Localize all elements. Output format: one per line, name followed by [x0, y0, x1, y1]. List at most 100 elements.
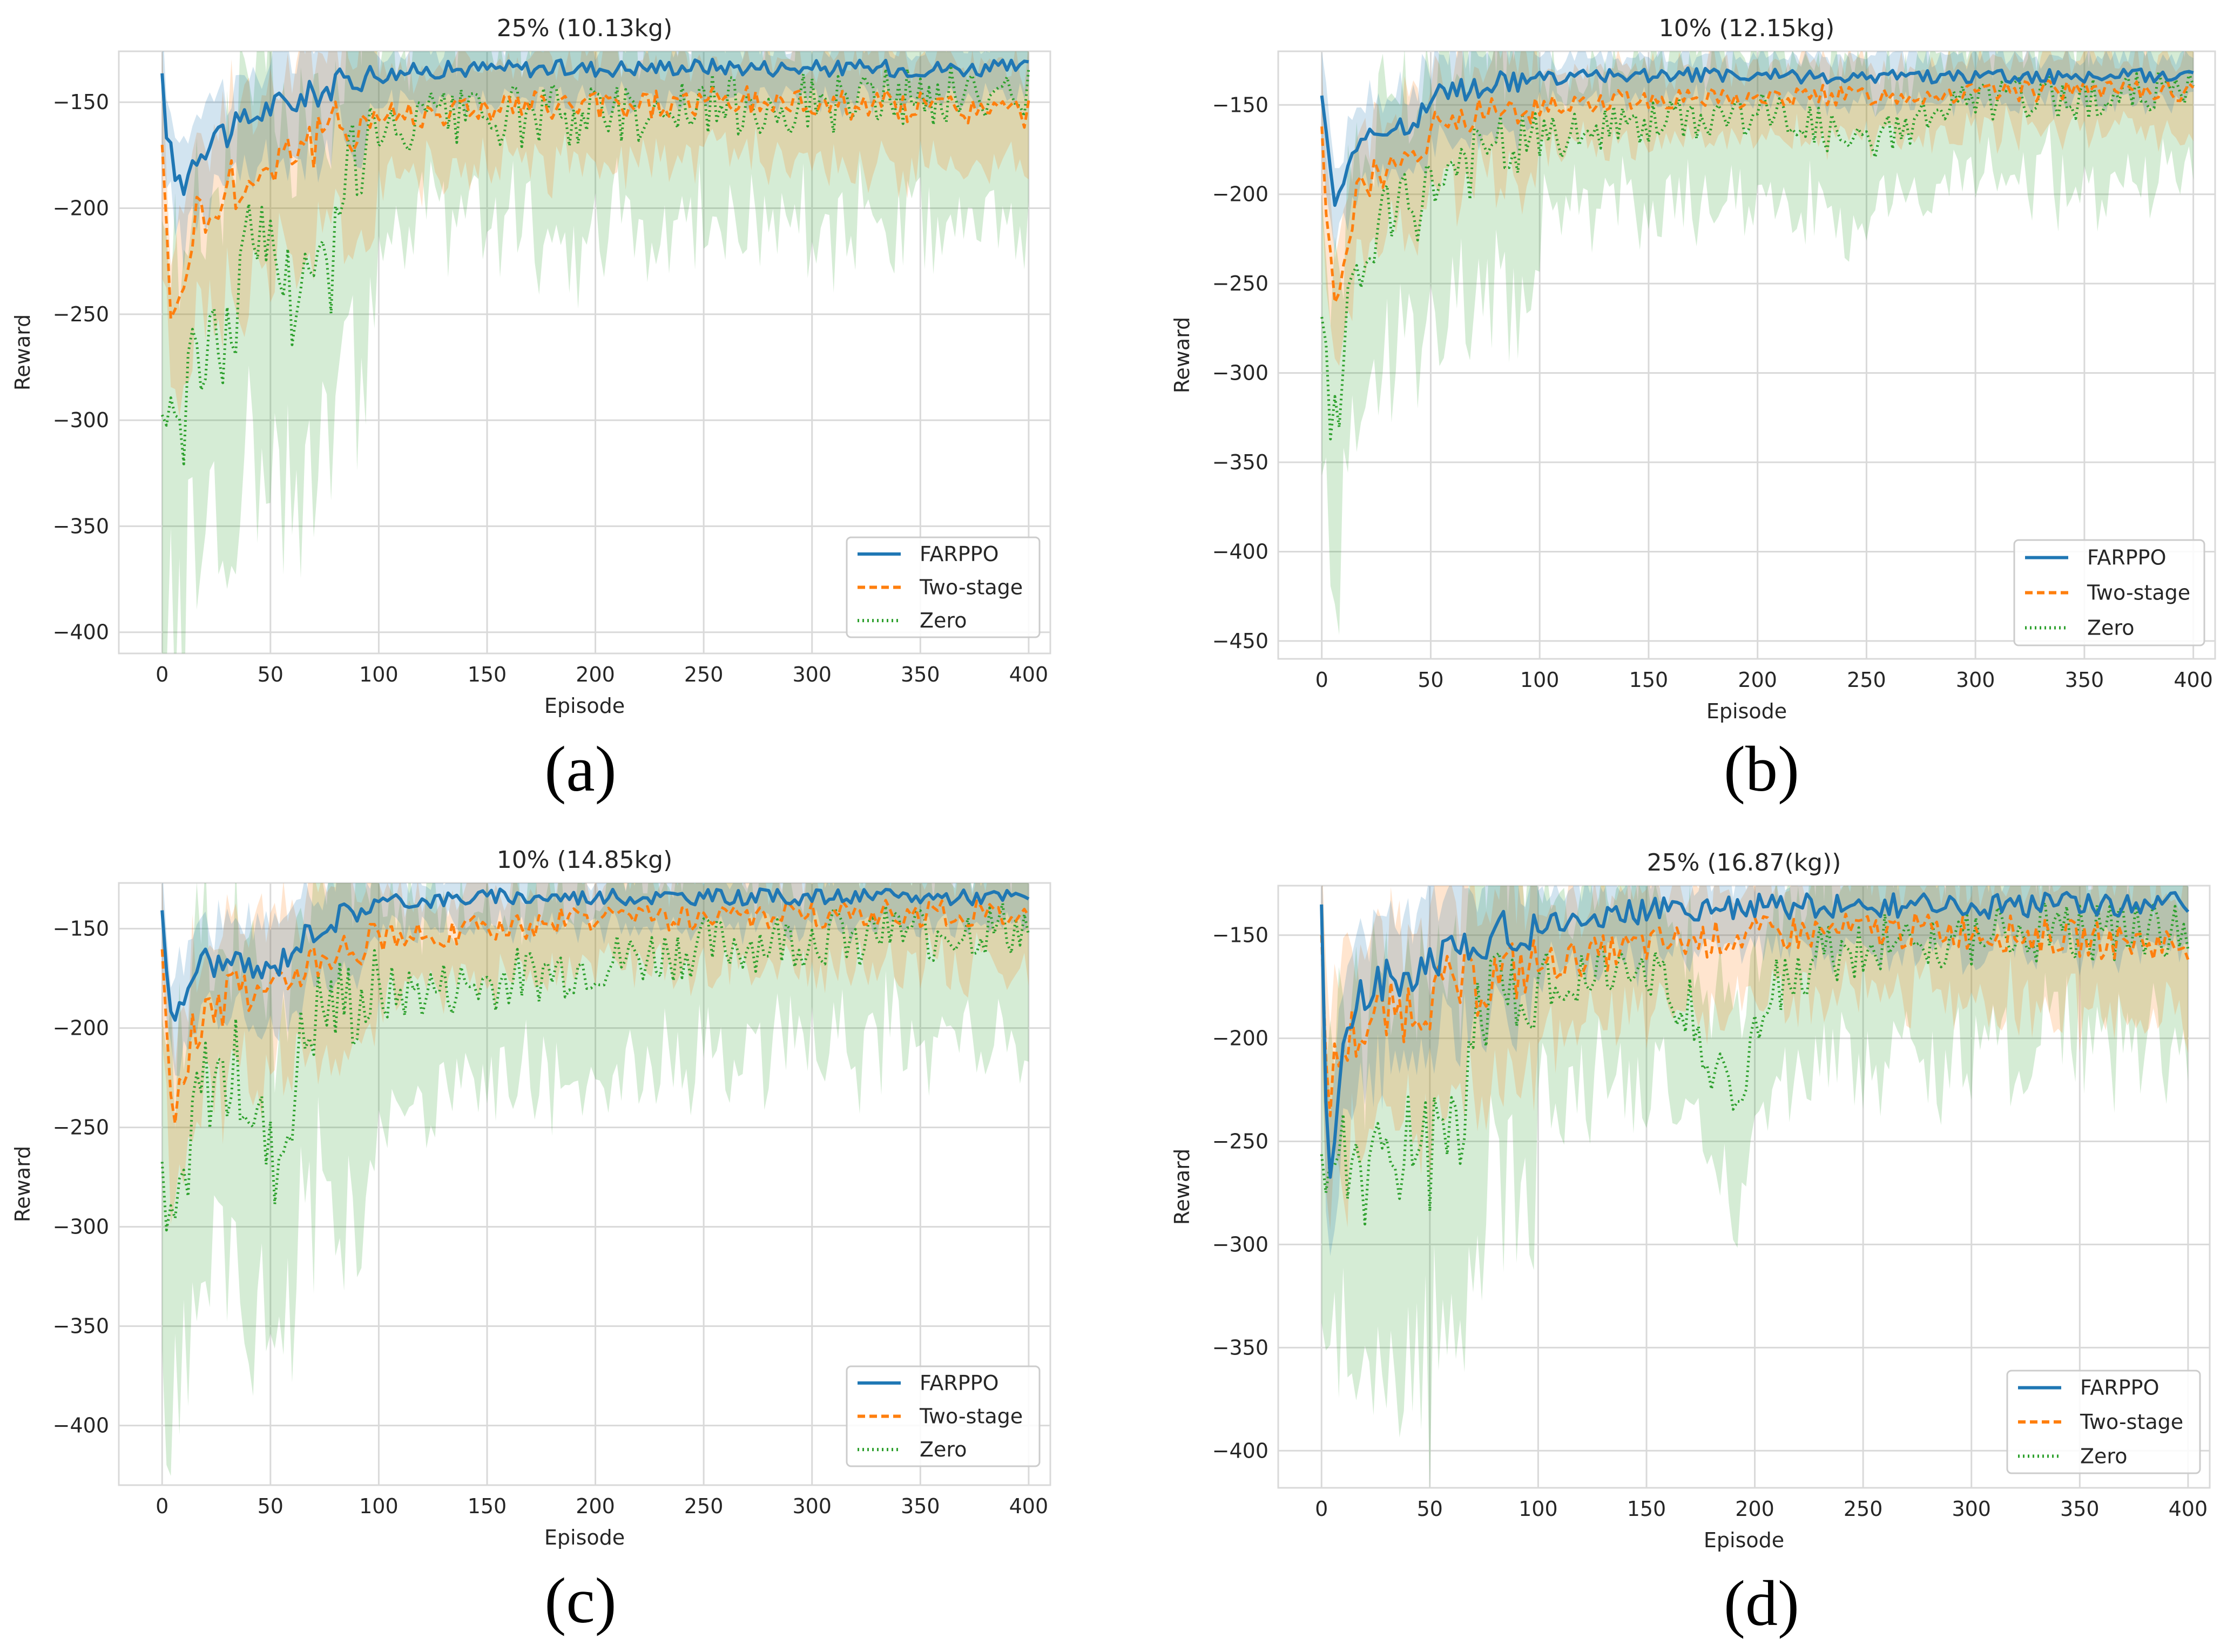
x-tick-label: 200	[576, 663, 615, 686]
series-band-zero	[1321, 51, 2194, 635]
series-line-farppo	[160, 57, 1029, 196]
series-line-farppo	[160, 887, 1030, 1022]
x-tick-label: 150	[468, 1494, 507, 1518]
y-tick-label: −350	[1212, 1336, 1268, 1359]
x-tick-label: 200	[1738, 668, 1777, 692]
x-tick-label: 50	[1418, 668, 1443, 692]
panel-b: 0 50 100 150 200 250 300 350 400 −150 −200 −250 −300…	[1114, 0, 2227, 826]
legend-label-farppo: FARPPO	[2087, 546, 2167, 570]
series-band-zero	[162, 883, 1029, 1476]
x-tick-label: 300	[792, 663, 832, 686]
series-group	[1320, 51, 2195, 635]
y-tick-label: −250	[1212, 272, 1268, 295]
x-tick-label: 50	[258, 663, 284, 686]
legend-label-two-stage: Two-stage	[919, 1405, 1023, 1428]
x-tick-label: 100	[1520, 668, 1560, 692]
series-band-farppo	[1321, 51, 2194, 254]
y-tick-label: −400	[1212, 540, 1268, 563]
y-tick-label: −400	[53, 1414, 109, 1438]
y-tick-label: −350	[1212, 450, 1268, 474]
legend-label-zero: Zero	[920, 609, 967, 632]
legend-label-farppo: FARPPO	[2080, 1376, 2159, 1400]
x-tick-label: 300	[792, 1494, 832, 1518]
plot-frame	[1277, 885, 2211, 1489]
y-tick-label: −200	[53, 1016, 109, 1040]
y-axis-label: Reward	[1170, 317, 1194, 394]
plot-frame	[118, 882, 1051, 1486]
series-group	[1320, 886, 2190, 1488]
series-band-two-stage	[162, 883, 1029, 1224]
caption-b: (b)	[1724, 733, 1799, 805]
y-tick-label: −400	[53, 621, 109, 644]
y-tick-label: −250	[53, 302, 109, 326]
series-line-two-stage	[1320, 79, 2195, 304]
series-line-zero	[160, 902, 1030, 1232]
chart-a: 0 50 100 150 200 250 300 350 400 −150 −200 −250 −300…	[11, 15, 1051, 718]
x-tick-label: 0	[1315, 1497, 1328, 1521]
x-tick-label: 300	[1956, 668, 1995, 692]
x-tick-label: 250	[1844, 1497, 1883, 1521]
legend: FARPPO Two-stage Zero	[846, 536, 1041, 638]
legend: FARPPO Two-stage Zero	[846, 1365, 1041, 1467]
legend-label-zero: Zero	[2087, 616, 2134, 640]
series-band-two-stage	[1321, 51, 2194, 366]
x-tick-label: 0	[156, 663, 168, 686]
series-group	[160, 883, 1030, 1476]
y-tick-label: −150	[1212, 93, 1268, 117]
x-tick-label: 0	[156, 1494, 168, 1518]
y-tick-label: −400	[1212, 1439, 1268, 1462]
x-tick-label: 50	[1417, 1497, 1443, 1521]
chart-d: 0 50 100 150 200 250 300 350 400 −150 −200 −250 −300…	[1170, 849, 2211, 1552]
series-line-two-stage	[160, 899, 1030, 1125]
legend: FARPPO Two-stage Zero	[2013, 539, 2205, 646]
x-tick-label: 400	[2174, 668, 2213, 692]
x-tick-label: 300	[1952, 1497, 1991, 1521]
panel-d: 0 50 100 150 200 250 300 350 400 −150 −200 −250 −300…	[1114, 826, 2227, 1652]
legend-box	[2013, 539, 2205, 646]
plot-frame	[1277, 50, 2216, 660]
x-tick-label: 100	[359, 663, 399, 686]
y-tick-label: −450	[1212, 629, 1268, 653]
y-tick-label: −350	[53, 1314, 109, 1338]
legend-label-farppo: FARPPO	[920, 542, 999, 566]
x-tick-label: 0	[1315, 668, 1328, 692]
x-tick-label: 350	[901, 1494, 940, 1518]
x-tick-label: 200	[1735, 1497, 1774, 1521]
y-tick-label: −200	[1212, 1027, 1268, 1050]
series-band-farppo	[162, 51, 1029, 271]
x-axis-label: Episode	[1706, 699, 1787, 723]
y-tick-label: −150	[1212, 923, 1268, 947]
legend-label-zero: Zero	[920, 1438, 967, 1461]
legend-box	[846, 536, 1041, 638]
legend-label-two-stage: Two-stage	[2080, 1410, 2183, 1434]
x-axis-label: Episode	[544, 1526, 625, 1549]
y-tick-label: −350	[53, 514, 109, 538]
legend-box	[2006, 1370, 2201, 1474]
chart-title: 10% (14.85kg)	[497, 846, 673, 874]
x-tick-label: 350	[2060, 1497, 2100, 1521]
x-axis-label: Episode	[1704, 1528, 1784, 1552]
x-tick-label: 50	[258, 1494, 284, 1518]
x-tick-label: 350	[901, 663, 940, 686]
chart-b: 0 50 100 150 200 250 300 350 400 −150 −200 −250 −300…	[1170, 15, 2216, 723]
x-tick-label: 200	[576, 1494, 615, 1518]
legend-label-two-stage: Two-stage	[919, 576, 1023, 599]
x-axis-label: Episode	[544, 694, 625, 718]
series-line-zero	[1320, 901, 2190, 1226]
legend-box	[846, 1365, 1041, 1467]
x-tick-label: 250	[684, 1494, 724, 1518]
y-tick-label: −250	[1212, 1129, 1268, 1153]
y-tick-label: −300	[53, 1215, 109, 1239]
chart-title: 25% (16.87(kg))	[1647, 849, 1841, 876]
x-tick-label: 350	[2065, 668, 2104, 692]
caption-c: (c)	[544, 1565, 617, 1636]
y-tick-label: −200	[1212, 183, 1268, 206]
series-band-zero	[162, 51, 1029, 653]
caption-d: (d)	[1724, 1567, 1799, 1639]
chart-title: 25% (10.13kg)	[497, 15, 673, 42]
series-band-zero	[1321, 886, 2188, 1488]
x-tick-label: 250	[684, 663, 724, 686]
y-tick-label: −300	[53, 408, 109, 432]
x-tick-label: 100	[1519, 1497, 1558, 1521]
x-tick-label: 150	[468, 663, 507, 686]
